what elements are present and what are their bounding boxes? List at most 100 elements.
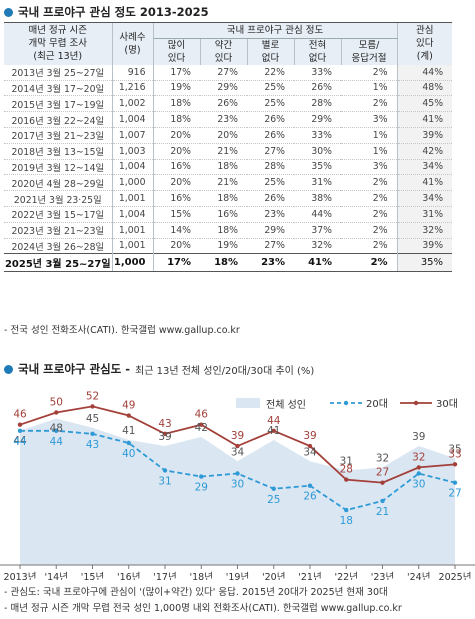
data-label-20s: 30 (412, 479, 425, 491)
x-tick-label: '22년 (335, 572, 358, 580)
x-tick-label: '17년 (153, 572, 176, 580)
table-cell: 38% (294, 190, 341, 207)
table-cell: 27% (200, 64, 247, 81)
data-point (54, 428, 59, 433)
data-label-20s: 27 (448, 488, 461, 500)
data-label-20s: 25 (267, 494, 280, 506)
table-cell: 41% (396, 174, 453, 192)
table-cell: 2020년 4월 28~29일 (4, 174, 112, 192)
table-source: - 전국 성인 전화조사(CATI). 한국갤럽 www.gallup.co.k… (4, 325, 240, 336)
data-label-30s: 50 (50, 397, 63, 409)
table-cell: 18% (152, 111, 200, 128)
data-label-30s: 39 (231, 430, 244, 442)
table-cell: 29% (200, 80, 247, 97)
table-cell: 1% (341, 127, 398, 144)
data-label-all: 41 (267, 425, 280, 437)
col-header-no-answer: 모름/응답거절 (340, 38, 398, 65)
data-label-all: 41 (122, 425, 135, 437)
table-cell: 44% (294, 206, 341, 223)
period-header: 매년 정규 시즌 개막 무렵 조사 (최근 13년) (4, 21, 112, 65)
chart-note-1: - 관심도: 국내 프로야구에 관심이 '(많이+약간) 있다' 응답. 201… (4, 587, 388, 598)
table-cell: 2% (341, 253, 398, 273)
x-tick-label: 2013년 (4, 572, 37, 580)
data-label-30s: 27 (376, 467, 389, 479)
table-cell: 2% (341, 206, 398, 223)
table-cell: 29% (247, 222, 294, 239)
data-label-20s: 21 (376, 506, 389, 518)
table-cell: 2% (341, 222, 398, 239)
data-point (162, 431, 168, 437)
table-cell: 23% (200, 111, 247, 128)
data-label-20s: 44 (13, 436, 27, 448)
table-cell: 37% (294, 222, 341, 239)
data-point (452, 480, 458, 485)
data-point (235, 443, 240, 449)
table-title-text: 국내 프로야구 관심 정도 2013-2025 (18, 5, 209, 19)
data-point (199, 422, 204, 427)
bullet-icon (4, 7, 13, 17)
table-cell: 2017년 3월 21~23일 (4, 127, 112, 144)
table-cell: 27% (247, 238, 294, 255)
table-cell: 1,004 (111, 111, 153, 128)
interest-total-header: 관심 있다 (계) (396, 21, 453, 65)
data-point (126, 440, 131, 446)
table-cell: 18% (200, 190, 247, 207)
table-cell: 20% (200, 127, 247, 144)
data-label-20s: 26 (303, 491, 317, 503)
table-cell: 34% (396, 190, 453, 207)
table-cell: 20% (152, 238, 200, 255)
table-row: 2016년 3월 22~24일 1,004 18% 23% 26% 29% 3% 41% (4, 111, 453, 128)
table-cell: 25% (247, 80, 294, 97)
legend-marker-20s (343, 400, 349, 406)
table-row: 2022년 3월 15~17일 1,004 15% 16% 23% 44% 2% 31% (4, 206, 453, 223)
table-cell: 916 (111, 64, 153, 81)
data-label-30s: 32 (412, 451, 425, 463)
table-cell: 39% (396, 238, 453, 255)
data-point (416, 471, 421, 476)
area-series-all (20, 418, 455, 565)
table-cell: 2024년 3월 26~28일 (4, 238, 112, 255)
table-cell: 28% (247, 159, 294, 176)
data-label-20s: 44 (50, 436, 64, 448)
table-cell: 1,002 (111, 95, 153, 113)
table-title: 국내 프로야구 관심 정도 2013-2025 (4, 4, 209, 20)
table-cell: 48% (396, 80, 453, 97)
table-cell: 17% (152, 64, 200, 81)
table-cell: 2013년 3월 25~27일 (4, 64, 112, 81)
table-cell: 2014년 3월 17~20일 (4, 80, 112, 97)
legend-label-20s: 20대 (366, 398, 388, 410)
table-cell: 3% (341, 159, 398, 176)
table-cell: 2% (341, 238, 398, 255)
data-point (380, 480, 385, 485)
table-cell: 2018년 3월 13~15일 (4, 143, 112, 160)
table-cell: 27% (247, 143, 294, 160)
data-point (344, 477, 349, 482)
table-cell: 32% (396, 222, 453, 239)
table-row: 2024년 3월 26~28일 1,001 20% 19% 27% 32% 2% 39% (4, 238, 453, 255)
data-point (452, 462, 458, 467)
table-row: 2013년 3월 25~27일 916 17% 27% 22% 33% 2% 44% (4, 64, 453, 81)
legend-label-30s: 30대 (436, 398, 458, 410)
table-cell: 1,001 (111, 238, 153, 255)
table-cell: 21% (200, 143, 247, 160)
table-cell: 30% (294, 143, 341, 160)
table-cell: 16% (152, 190, 200, 207)
data-label-all: 39 (158, 431, 171, 443)
data-label-30s: 46 (195, 409, 209, 421)
table-cell: 1,000 (111, 253, 153, 273)
table-cell: 1% (341, 143, 398, 160)
table-cell: 19% (152, 80, 200, 97)
data-label-30s: 43 (158, 418, 171, 430)
table-cell: 25% (247, 95, 294, 113)
table-row: 2018년 3월 13~15일 1,003 20% 21% 27% 30% 1% 42% (4, 143, 453, 160)
table-cell: 21% (200, 174, 247, 192)
table-cell: 1,000 (111, 174, 153, 192)
legend-marker-30s (413, 400, 419, 406)
col-header-not-much: 별로 없다 (246, 38, 294, 65)
data-point (162, 468, 168, 473)
table-cell: 2025년 3월 25~27일 (4, 253, 112, 273)
data-label-30s: 44 (267, 415, 281, 427)
table-cell: 1% (341, 80, 398, 97)
table-cell: 2015년 3월 17~19일 (4, 95, 112, 113)
table-cell: 31% (294, 174, 341, 192)
